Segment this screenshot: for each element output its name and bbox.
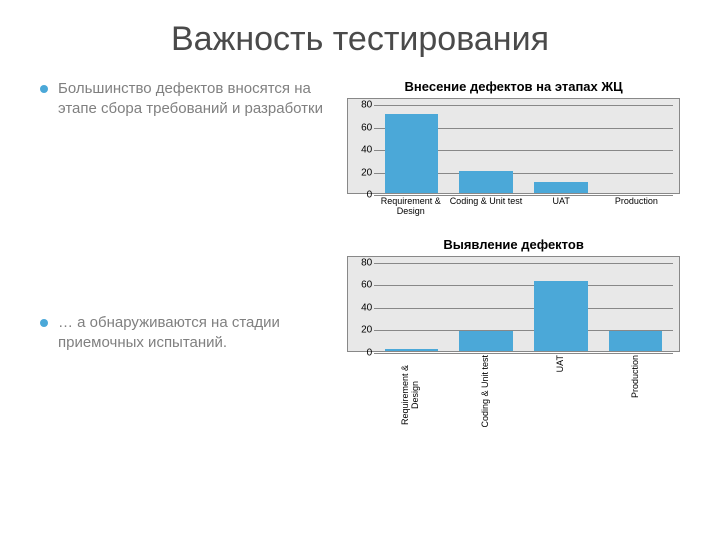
bar xyxy=(534,182,588,193)
x-label: Requirement & Design xyxy=(373,197,448,217)
content-row: Большинство дефектов вносятся на этапе с… xyxy=(40,79,680,455)
plot-region xyxy=(374,263,673,351)
y-tick-label: 20 xyxy=(350,167,372,178)
y-tick-label: 80 xyxy=(350,100,372,111)
right-column: Внесение дефектов на этапах ЖЦ 0 20 40 60 80 R… xyxy=(347,79,680,455)
bullet-dot-icon xyxy=(40,319,48,327)
page-title: Важность тестирования xyxy=(40,20,680,59)
plot-region xyxy=(374,105,673,193)
bullet-2: … а обнаруживаются на стадии приемочных … xyxy=(40,313,337,352)
x-labels: Requirement & DesignCoding & Unit testUA… xyxy=(373,197,674,217)
y-tick-label: 0 xyxy=(350,347,372,358)
chart-1: Внесение дефектов на этапах ЖЦ 0 20 40 60 80 R… xyxy=(347,79,680,217)
y-tick-label: 80 xyxy=(350,257,372,268)
x-label: Production xyxy=(599,197,674,217)
bar xyxy=(534,281,588,351)
chart-area: 020406080 xyxy=(347,256,680,352)
bars-group xyxy=(374,263,673,351)
chart-title: Выявление дефектов xyxy=(347,237,680,252)
x-label: Coding & Unit test xyxy=(448,355,523,435)
y-tick-label: 60 xyxy=(350,280,372,291)
x-label: Requirement & Design xyxy=(373,355,448,435)
bullet-text: Большинство дефектов вносятся на этапе с… xyxy=(58,79,337,118)
y-tick-label: 40 xyxy=(350,302,372,313)
chart-2: Выявление дефектов 0 20 40 60 80 Requirement &… xyxy=(347,237,680,435)
y-tick-label: 60 xyxy=(350,122,372,133)
bar xyxy=(609,331,663,351)
chart-title: Внесение дефектов на этапах ЖЦ xyxy=(347,79,680,94)
bar xyxy=(459,331,513,351)
x-label: Coding & Unit test xyxy=(448,197,523,217)
bullet-dot-icon xyxy=(40,85,48,93)
chart-area: 020406080 xyxy=(347,98,680,194)
bullet-1: Большинство дефектов вносятся на этапе с… xyxy=(40,79,337,118)
bars-group xyxy=(374,105,673,193)
y-tick-label: 40 xyxy=(350,145,372,156)
bar xyxy=(459,171,513,194)
bullet-text: … а обнаруживаются на стадии приемочных … xyxy=(58,313,337,352)
y-tick-label: 0 xyxy=(350,190,372,201)
grid-line xyxy=(374,353,673,354)
grid-line xyxy=(374,195,673,196)
y-tick-label: 20 xyxy=(350,325,372,336)
bar xyxy=(385,114,439,193)
slide: Важность тестирования Большинство дефект… xyxy=(0,0,720,540)
x-label: Production xyxy=(599,355,674,435)
x-labels: Requirement & DesignCoding & Unit testUA… xyxy=(373,355,674,435)
bar xyxy=(385,349,439,351)
left-column: Большинство дефектов вносятся на этапе с… xyxy=(40,79,347,455)
x-label: UAT xyxy=(524,355,599,435)
x-label: UAT xyxy=(524,197,599,217)
